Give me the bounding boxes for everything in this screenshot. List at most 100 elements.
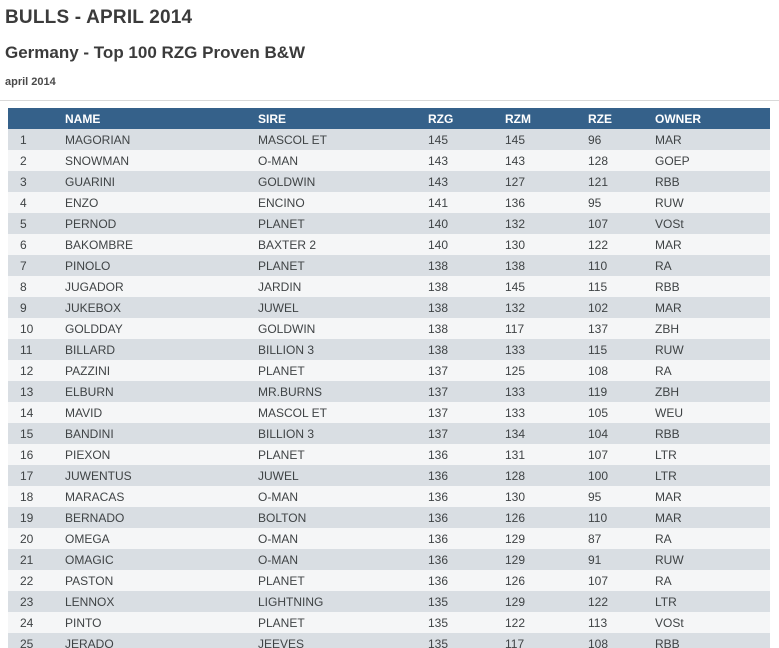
table-row: 21 OMAGIC O-MAN 136 129 91 RUW xyxy=(8,549,770,570)
cell-rzg: 137 xyxy=(428,405,449,420)
cell-rank: 6 xyxy=(20,237,27,252)
cell-owner: MAR xyxy=(655,237,682,252)
cell-rzg: 137 xyxy=(428,384,449,399)
table-row: 19 BERNADO BOLTON 136 126 110 MAR xyxy=(8,507,770,528)
cell-name: PIEXON xyxy=(65,447,111,462)
cell-rze: 108 xyxy=(588,636,609,648)
cell-rzm: 117 xyxy=(505,321,525,336)
cell-sire: BOLTON xyxy=(258,510,307,525)
cell-rank: 5 xyxy=(20,216,27,231)
cell-sire: MASCOL ET xyxy=(258,132,327,147)
cell-rzg: 138 xyxy=(428,342,449,357)
cell-rzm: 125 xyxy=(505,363,526,378)
cell-rzm: 131 xyxy=(505,447,526,462)
cell-rze: 110 xyxy=(588,258,608,273)
cell-sire: JUWEL xyxy=(258,300,299,315)
column-header-rank xyxy=(8,108,53,129)
cell-rzm: 130 xyxy=(505,489,526,504)
table-row: 2 SNOWMAN O-MAN 143 143 128 GOEP xyxy=(8,150,770,171)
cell-name: JUKEBOX xyxy=(65,300,122,315)
cell-rank: 22 xyxy=(20,573,34,588)
cell-rze: 122 xyxy=(588,237,609,252)
cell-sire: JEEVES xyxy=(258,636,305,648)
column-header-name: NAME xyxy=(53,108,246,129)
cell-rank: 15 xyxy=(20,426,34,441)
cell-owner: RUW xyxy=(655,342,684,357)
cell-owner: MAR xyxy=(655,510,682,525)
cell-name: LENNOX xyxy=(65,594,115,609)
cell-name: MAVID xyxy=(65,405,103,420)
table-row: 7 PINOLO PLANET 138 138 110 RA xyxy=(8,255,770,276)
table-row: 10 GOLDDAY GOLDWIN 138 117 137 ZBH xyxy=(8,318,770,339)
cell-rze: 121 xyxy=(588,174,609,189)
cell-name: PASTON xyxy=(65,573,114,588)
table-container: NAME SIRE RZG RZM RZE OWNER 1 MAGORIAN MASCOL E… xyxy=(0,100,779,648)
cell-name: GUARINI xyxy=(65,174,116,189)
cell-sire: MASCOL ET xyxy=(258,405,327,420)
cell-rank: 17 xyxy=(20,468,34,483)
cell-rzm: 126 xyxy=(505,573,526,588)
cell-owner: RBB xyxy=(655,279,680,294)
cell-name: ELBURN xyxy=(65,384,114,399)
cell-rze: 95 xyxy=(588,489,602,504)
cell-owner: RBB xyxy=(655,636,680,648)
cell-rze: 100 xyxy=(588,468,609,483)
cell-rzm: 117 xyxy=(505,636,525,648)
column-header-owner: OWNER xyxy=(643,108,770,129)
cell-sire: MR.BURNS xyxy=(258,384,323,399)
cell-sire: PLANET xyxy=(258,258,305,273)
cell-rze: 115 xyxy=(588,342,608,357)
table-row: 18 MARACAS O-MAN 136 130 95 MAR xyxy=(8,486,770,507)
cell-rzg: 136 xyxy=(428,552,449,567)
cell-owner: VOSt xyxy=(655,615,684,630)
cell-name: PINOLO xyxy=(65,258,111,273)
cell-sire: PLANET xyxy=(258,447,305,462)
table-row: 13 ELBURN MR.BURNS 137 133 119 ZBH xyxy=(8,381,770,402)
cell-owner: MAR xyxy=(655,300,682,315)
cell-owner: RBB xyxy=(655,426,680,441)
cell-rzm: 130 xyxy=(505,237,526,252)
cell-name: MAGORIAN xyxy=(65,132,131,147)
cell-rze: 128 xyxy=(588,153,609,168)
bulls-ranking-table: NAME SIRE RZG RZM RZE OWNER 1 MAGORIAN MASCOL E… xyxy=(8,108,770,648)
table-row: 15 BANDINI BILLION 3 137 134 104 RBB xyxy=(8,423,770,444)
table-row: 9 JUKEBOX JUWEL 138 132 102 MAR xyxy=(8,297,770,318)
cell-owner: LTR xyxy=(655,468,677,483)
cell-sire: PLANET xyxy=(258,573,305,588)
cell-rank: 14 xyxy=(20,405,34,420)
cell-rzm: 143 xyxy=(505,153,526,168)
cell-rze: 107 xyxy=(588,447,609,462)
date-label: april 2014 xyxy=(5,76,56,88)
cell-sire: JUWEL xyxy=(258,468,299,483)
cell-sire: O-MAN xyxy=(258,489,298,504)
cell-name: JUGADOR xyxy=(65,279,124,294)
cell-rank: 23 xyxy=(20,594,34,609)
cell-rzg: 141 xyxy=(428,195,449,210)
cell-rzm: 134 xyxy=(505,426,526,441)
cell-rank: 3 xyxy=(20,174,27,189)
cell-rzg: 136 xyxy=(428,531,449,546)
cell-name: ENZO xyxy=(65,195,99,210)
cell-rzm: 126 xyxy=(505,510,526,525)
cell-rzm: 145 xyxy=(505,132,526,147)
cell-rze: 137 xyxy=(588,321,609,336)
cell-rzg: 138 xyxy=(428,279,449,294)
cell-name: JUWENTUS xyxy=(65,468,132,483)
cell-rze: 91 xyxy=(588,552,602,567)
cell-rank: 12 xyxy=(20,363,34,378)
cell-rzm: 133 xyxy=(505,342,526,357)
cell-rzm: 122 xyxy=(505,615,526,630)
cell-rzg: 136 xyxy=(428,489,449,504)
cell-sire: BILLION 3 xyxy=(258,342,315,357)
cell-rzg: 135 xyxy=(428,594,449,609)
cell-owner: MAR xyxy=(655,489,682,504)
table-row: 1 MAGORIAN MASCOL ET 145 145 96 MAR xyxy=(8,129,770,150)
cell-owner: RA xyxy=(655,363,672,378)
cell-rze: 110 xyxy=(588,510,608,525)
cell-rze: 107 xyxy=(588,216,609,231)
cell-rzm: 129 xyxy=(505,552,526,567)
cell-rzg: 137 xyxy=(428,426,449,441)
column-header-rzm: RZM xyxy=(493,108,576,129)
cell-rank: 20 xyxy=(20,531,34,546)
table-row: 20 OMEGA O-MAN 136 129 87 RA xyxy=(8,528,770,549)
